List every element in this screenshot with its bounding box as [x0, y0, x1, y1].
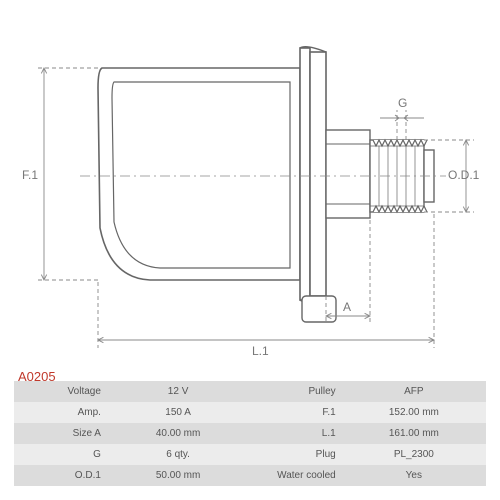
- spec-value: 50.00 mm: [107, 465, 249, 486]
- spec-value: PL_2300: [342, 444, 486, 465]
- spec-label: O.D.1: [14, 465, 107, 486]
- spec-value: AFP: [342, 381, 486, 402]
- spec-table: Voltage 12 V Pulley AFP Amp. 150 A F.1 1…: [14, 381, 486, 486]
- table-row: O.D.1 50.00 mm Water cooled Yes: [14, 465, 486, 486]
- spec-value: 6 qty.: [107, 444, 249, 465]
- spec-value: 150 A: [107, 402, 249, 423]
- table-row: G 6 qty. Plug PL_2300: [14, 444, 486, 465]
- spec-value: Yes: [342, 465, 486, 486]
- dim-label-OD1: O.D.1: [448, 168, 479, 182]
- spec-label: F.1: [249, 402, 341, 423]
- table-row: Amp. 150 A F.1 152.00 mm: [14, 402, 486, 423]
- technical-drawing: [0, 0, 500, 368]
- diagram-area: F.1 L.1 A G O.D.1: [0, 0, 500, 368]
- dim-label-G: G: [398, 96, 407, 110]
- spec-label: Size A: [14, 423, 107, 444]
- spec-value: 152.00 mm: [342, 402, 486, 423]
- table-row: Size A 40.00 mm L.1 161.00 mm: [14, 423, 486, 444]
- table-row: Voltage 12 V Pulley AFP: [14, 381, 486, 402]
- spec-label: Plug: [249, 444, 341, 465]
- spec-label: G: [14, 444, 107, 465]
- dim-label-A: A: [343, 300, 351, 314]
- spec-value: 40.00 mm: [107, 423, 249, 444]
- dim-label-L1: L.1: [252, 344, 269, 358]
- spec-label: Amp.: [14, 402, 107, 423]
- dim-label-F1: F.1: [22, 168, 38, 182]
- spec-label: Voltage: [14, 381, 107, 402]
- spec-value: 12 V: [107, 381, 249, 402]
- spec-label: Water cooled: [249, 465, 341, 486]
- spec-label: Pulley: [249, 381, 341, 402]
- spec-value: 161.00 mm: [342, 423, 486, 444]
- spec-label: L.1: [249, 423, 341, 444]
